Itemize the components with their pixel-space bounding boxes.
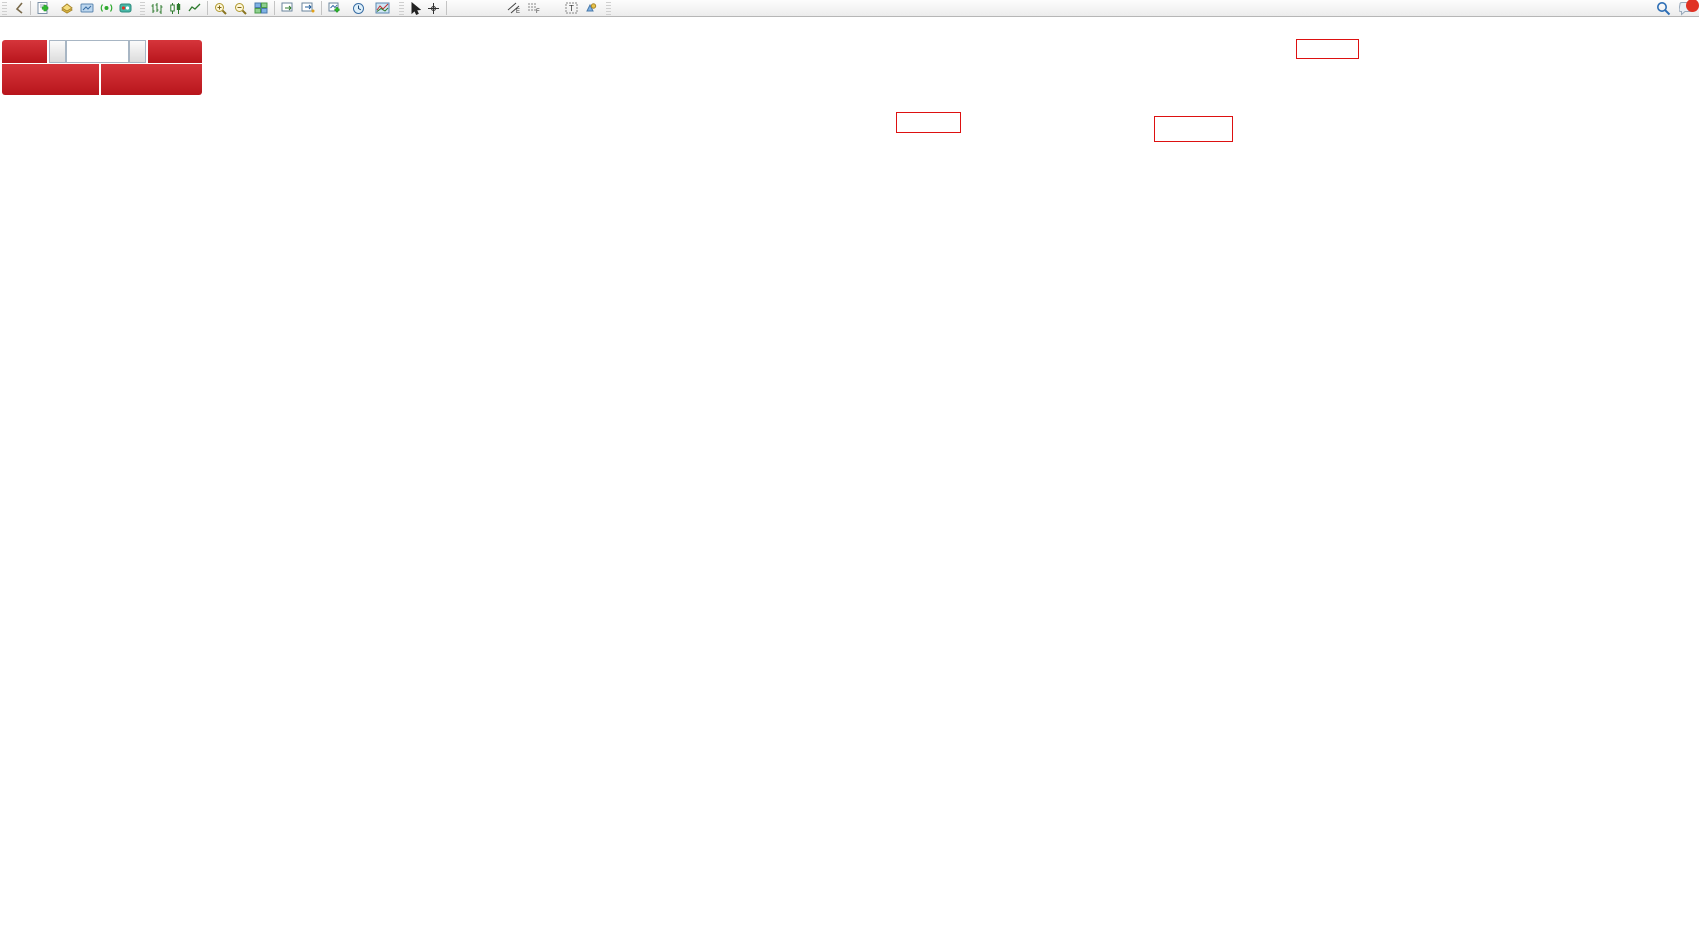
buy-price-tile[interactable] (101, 64, 202, 95)
one-click-trade-panel (2, 40, 202, 95)
annotation-level-93320[interactable] (896, 112, 961, 133)
volume-input[interactable] (66, 40, 129, 63)
annotation-level-93257[interactable] (1154, 116, 1233, 142)
sell-price-tile[interactable] (2, 64, 99, 95)
buy-button[interactable] (148, 40, 202, 63)
volume-increase-button[interactable] (129, 40, 146, 63)
volume-decrease-button[interactable] (49, 40, 66, 63)
sell-button[interactable] (2, 40, 47, 63)
annotation-peak-price[interactable] (1296, 39, 1359, 59)
